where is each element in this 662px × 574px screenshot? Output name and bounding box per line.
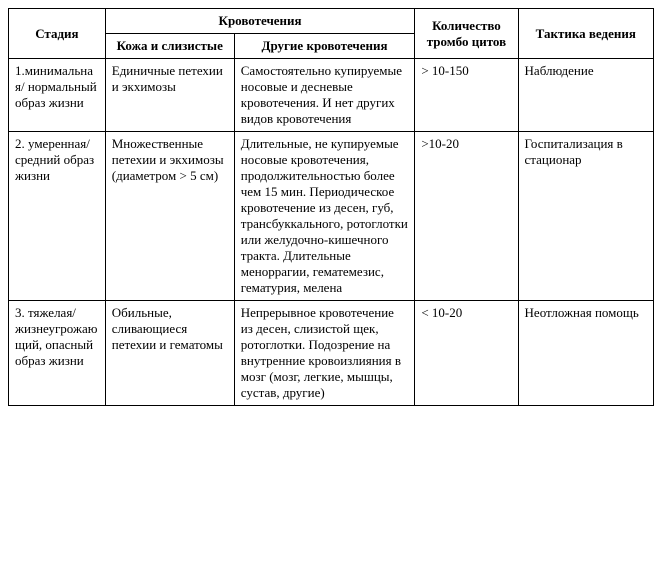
cell-skin: Обильные, сливающиеся петехии и гематомы xyxy=(105,301,234,406)
header-bleeding-group: Кровотечения xyxy=(105,9,415,34)
cell-tactic: Неотложная помощь xyxy=(518,301,653,406)
table-body: 1.минимальная/ нормальный образ жизни Ед… xyxy=(9,59,654,406)
cell-tactic: Наблюдение xyxy=(518,59,653,132)
cell-skin: Единичные петехии и экхимозы xyxy=(105,59,234,132)
cell-count: > 10-150 xyxy=(415,59,518,132)
header-other: Другие кровотечения xyxy=(234,34,415,59)
cell-other: Самостоятельно купируемые носовые и десн… xyxy=(234,59,415,132)
header-skin: Кожа и слизистые xyxy=(105,34,234,59)
cell-other: Непрерывное кровотечение из десен, слизи… xyxy=(234,301,415,406)
table-row: 3. тяжелая/ жизнеугрожающий, опасный обр… xyxy=(9,301,654,406)
bleeding-stages-table: Стадия Кровотечения Количество тромбо ци… xyxy=(8,8,654,406)
header-count: Количество тромбо цитов xyxy=(415,9,518,59)
cell-count: >10-20 xyxy=(415,132,518,301)
cell-tactic: Госпитализация в стационар xyxy=(518,132,653,301)
table-row: 1.минимальная/ нормальный образ жизни Ед… xyxy=(9,59,654,132)
header-stage: Стадия xyxy=(9,9,106,59)
cell-stage: 1.минимальная/ нормальный образ жизни xyxy=(9,59,106,132)
header-tactic: Тактика ведения xyxy=(518,9,653,59)
table-row: 2. умеренная/ средний образ жизни Множес… xyxy=(9,132,654,301)
cell-count: < 10-20 xyxy=(415,301,518,406)
table-header: Стадия Кровотечения Количество тромбо ци… xyxy=(9,9,654,59)
cell-stage: 2. умеренная/ средний образ жизни xyxy=(9,132,106,301)
cell-skin: Множественные петехии и экхимозы (диамет… xyxy=(105,132,234,301)
cell-stage: 3. тяжелая/ жизнеугрожающий, опасный обр… xyxy=(9,301,106,406)
cell-other: Длительные, не купируемые носовые кровот… xyxy=(234,132,415,301)
